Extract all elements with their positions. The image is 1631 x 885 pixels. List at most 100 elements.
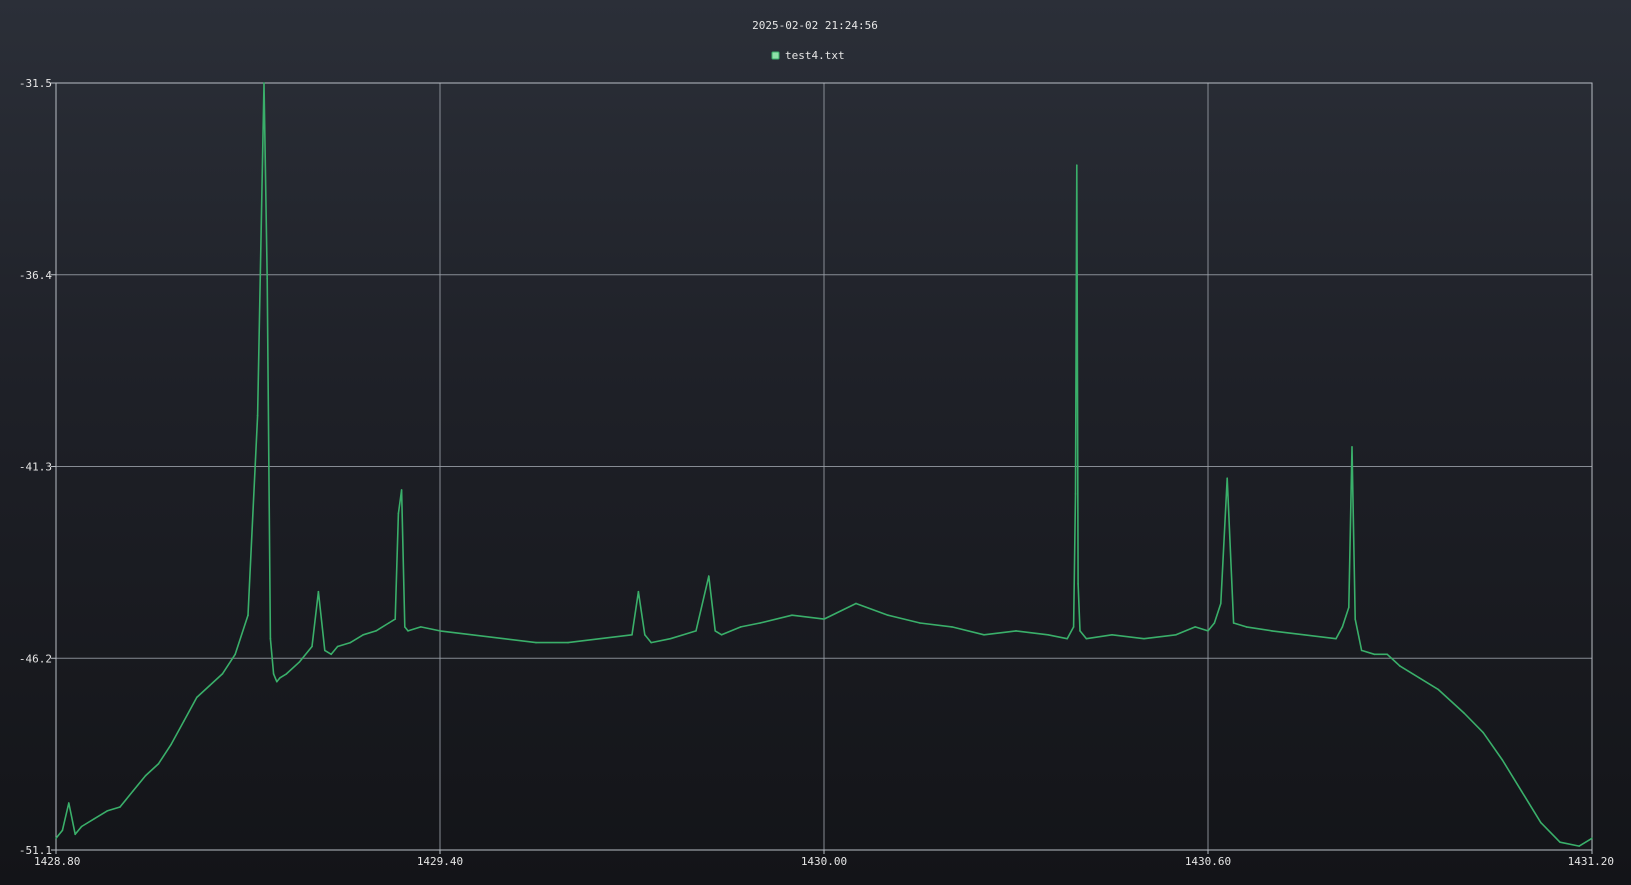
y-tick-label: -31.5	[19, 77, 52, 90]
data-point	[1341, 626, 1344, 628]
chart-title: 2025-02-02 21:24:56	[752, 19, 878, 32]
data-point	[1015, 630, 1017, 632]
data-point	[1520, 790, 1523, 793]
legend-swatch	[771, 51, 780, 60]
data-point	[269, 637, 272, 640]
y-tick-label: -36.4	[19, 269, 52, 282]
data-point	[1501, 759, 1504, 761]
data-point	[1354, 618, 1356, 620]
data-point	[256, 414, 259, 417]
data-point	[720, 633, 723, 636]
data-point	[1559, 841, 1561, 843]
data-point	[631, 633, 633, 636]
data-point	[170, 743, 172, 746]
data-point	[1220, 602, 1222, 605]
data-point	[439, 630, 441, 632]
data-point	[791, 614, 793, 617]
data-point	[119, 806, 121, 808]
data-point	[1232, 622, 1235, 624]
data-point	[221, 673, 224, 675]
data-point	[132, 790, 134, 793]
data-point	[1079, 630, 1081, 632]
data-point	[196, 696, 198, 699]
data-point	[1175, 633, 1177, 636]
series-line-test4.txt	[55, 82, 1593, 847]
data-point	[644, 633, 646, 636]
data-point	[74, 833, 76, 836]
data-point	[80, 825, 83, 828]
data-point	[68, 802, 70, 804]
data-point	[208, 684, 211, 687]
data-point	[144, 774, 147, 777]
x-tick-label: 1428.80	[34, 855, 80, 868]
data-point	[823, 618, 825, 620]
data-point	[1386, 653, 1388, 656]
data-point	[397, 512, 400, 515]
data-point	[336, 645, 339, 648]
data-point	[93, 817, 96, 820]
data-point	[1271, 630, 1273, 632]
data-point	[279, 677, 281, 679]
data-point	[106, 810, 108, 812]
data-point	[503, 637, 505, 640]
data-point	[362, 633, 365, 636]
data-point	[420, 626, 422, 628]
data-point	[951, 626, 953, 628]
data-point	[394, 618, 397, 620]
axes: 1428.80 1429.40 1430.00 1430.60 1431.20 -31.5…	[19, 77, 1614, 868]
data-point	[650, 641, 652, 644]
data-point	[1245, 626, 1248, 628]
x-tick-label: 1429.40	[417, 855, 463, 868]
data-point	[1335, 637, 1337, 640]
data-point	[740, 626, 742, 628]
data-point	[1047, 633, 1049, 636]
data-point	[919, 622, 921, 624]
data-point	[1226, 477, 1228, 480]
data-point	[157, 763, 160, 765]
data-point	[1437, 688, 1440, 691]
data-point	[669, 637, 672, 640]
data-point	[400, 489, 403, 491]
legend[interactable]: test4.txt	[771, 49, 845, 62]
data-point	[1194, 626, 1196, 628]
data-point	[55, 837, 57, 840]
data-point	[272, 673, 275, 675]
data-point	[1578, 845, 1580, 847]
data-point	[535, 641, 537, 644]
data-point	[375, 630, 377, 632]
data-point	[1213, 622, 1216, 624]
data-point	[1591, 837, 1593, 840]
data-point	[1085, 637, 1088, 640]
data-point	[298, 661, 301, 663]
data-point	[1072, 626, 1075, 628]
data-point	[330, 653, 333, 656]
data-point	[263, 82, 265, 84]
data-point	[234, 653, 236, 656]
data-point	[1540, 821, 1542, 824]
data-point	[1207, 630, 1209, 632]
data-point	[567, 641, 569, 644]
data-point	[266, 277, 269, 280]
data-point	[714, 630, 716, 632]
data-point	[1373, 653, 1376, 656]
data-point	[983, 633, 985, 636]
data-point	[349, 641, 352, 644]
x-tick-label: 1430.00	[801, 855, 847, 868]
data-point	[247, 614, 249, 617]
data-point	[637, 590, 640, 593]
data-point	[1482, 731, 1484, 734]
y-tick-label: -46.2	[19, 652, 52, 665]
data-point	[695, 630, 697, 632]
x-tick-label: 1431.20	[1568, 855, 1614, 868]
data-point	[1074, 493, 1077, 495]
data-point	[407, 630, 409, 632]
data-point	[855, 602, 857, 605]
grid	[55, 82, 1593, 851]
data-point	[317, 590, 320, 593]
data-point	[276, 680, 278, 683]
data-point	[388, 622, 390, 624]
legend-label: test4.txt	[785, 49, 845, 62]
y-tick-label: -51.1	[19, 844, 52, 857]
data-point	[1111, 633, 1113, 636]
